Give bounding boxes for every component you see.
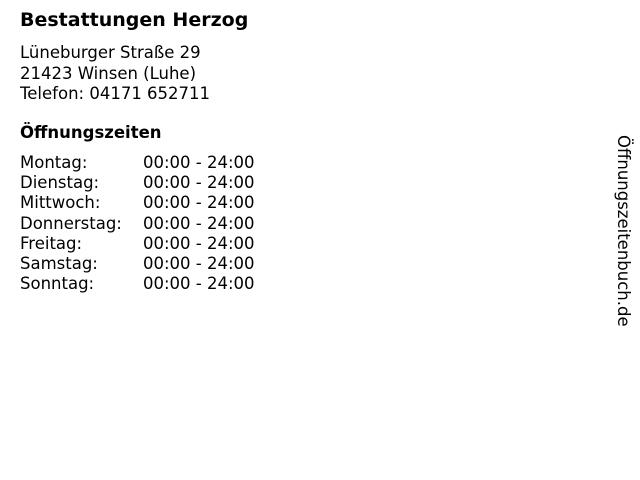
site-watermark: Öffnungszeitenbuch.de — [614, 135, 633, 327]
day: Freitag: — [20, 233, 83, 253]
business-name: Bestattungen Herzog — [20, 9, 249, 31]
day: Dienstag: — [20, 173, 100, 193]
time: 00:00 - 24:00 — [143, 213, 255, 233]
phone: Telefon: 04171 652711 — [20, 84, 211, 103]
day: Donnerstag: — [20, 213, 122, 233]
day: Mittwoch: — [20, 193, 101, 213]
time: 00:00 - 24:00 — [143, 173, 255, 193]
hours-row: Dienstag: 00:00 - 24:00 — [20, 173, 255, 193]
time: 00:00 - 24:00 — [143, 233, 255, 253]
hours-row: Montag: 00:00 - 24:00 — [20, 153, 255, 173]
time: 00:00 - 24:00 — [143, 193, 255, 213]
hours-row: Freitag: 00:00 - 24:00 — [20, 234, 255, 254]
time: 00:00 - 24:00 — [143, 254, 255, 274]
day: Montag: — [20, 153, 88, 172]
day: Sonntag: — [20, 274, 95, 294]
hours-row: Donnerstag: 00:00 - 24:00 — [20, 214, 255, 234]
address-block: Lüneburger Straße 29 21423 Winsen (Luhe)… — [20, 43, 210, 105]
time: 00:00 - 24:00 — [143, 153, 255, 172]
day: Samstag: — [20, 254, 98, 274]
opening-hours-table: Montag: 00:00 - 24:00 Dienstag: 00:00 - 24… — [20, 153, 255, 294]
street: Lüneburger Straße 29 — [20, 43, 201, 62]
hours-row: Sonntag: 00:00 - 24:00 — [20, 274, 255, 294]
time: 00:00 - 24:00 — [143, 274, 255, 294]
hours-row: Samstag: 00:00 - 24:00 — [20, 254, 255, 274]
opening-hours-heading: Öffnungszeiten — [20, 123, 162, 142]
city: 21423 Winsen (Luhe) — [20, 63, 197, 83]
hours-row: Mittwoch: 00:00 - 24:00 — [20, 193, 255, 213]
